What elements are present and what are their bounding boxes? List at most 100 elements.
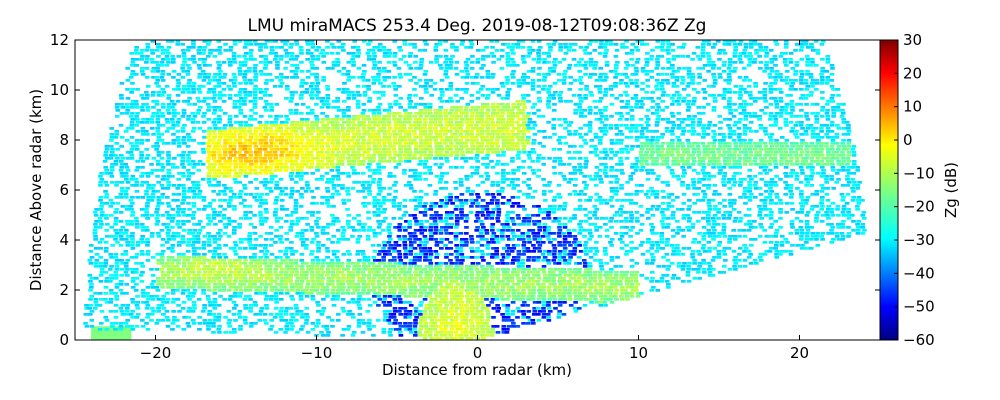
echo-cell	[669, 193, 675, 196]
echo-cell	[685, 226, 690, 229]
echo-cell	[200, 280, 206, 283]
echo-cell	[226, 223, 232, 226]
echo-cell	[326, 205, 332, 208]
echo-cell	[382, 208, 387, 211]
echo-cell	[263, 238, 269, 241]
echo-cell	[118, 289, 124, 292]
echo-cell	[429, 322, 434, 325]
echo-cell	[710, 226, 716, 229]
echo-cell	[501, 154, 506, 157]
echo-cell	[211, 265, 217, 268]
echo-cell	[532, 307, 538, 310]
echo-cell	[517, 223, 522, 226]
echo-cell	[819, 235, 824, 238]
echo-cell	[190, 217, 196, 220]
echo-cell	[814, 238, 819, 241]
echo-cell	[531, 289, 536, 292]
echo-cell	[320, 289, 325, 292]
echo-cell	[527, 151, 533, 154]
echo-cell	[387, 223, 392, 226]
echo-cell	[155, 169, 160, 172]
echo-cell	[393, 328, 399, 331]
echo-cell	[236, 271, 242, 274]
echo-cell	[655, 151, 660, 154]
echo-cell	[336, 238, 342, 241]
echo-cell	[279, 166, 285, 169]
echo-cell	[212, 184, 217, 187]
echo-cell	[665, 226, 670, 229]
echo-cell	[578, 226, 584, 229]
echo-cell	[702, 193, 708, 196]
echo-cell	[211, 322, 216, 325]
echo-cell	[346, 220, 351, 223]
echo-cell	[531, 205, 537, 208]
echo-cell	[552, 238, 557, 241]
echo-cell	[448, 217, 454, 220]
echo-cell	[361, 181, 367, 184]
echo-cell	[434, 301, 440, 304]
echo-cell	[728, 166, 734, 169]
echo-cell	[273, 268, 279, 271]
echo-cell	[582, 175, 587, 178]
echo-cell	[99, 310, 105, 313]
echo-cell	[427, 157, 433, 160]
echo-cell	[855, 184, 861, 187]
echo-cell	[716, 256, 722, 259]
echo-cell	[330, 283, 335, 286]
echo-cell	[218, 205, 223, 208]
echo-cell	[408, 247, 414, 250]
echo-cell	[716, 193, 722, 196]
echo-cell	[630, 226, 636, 229]
echo-cell	[417, 289, 422, 292]
echo-cell	[485, 175, 491, 178]
echo-cell	[553, 217, 558, 220]
echo-cell	[449, 262, 455, 265]
echo-cell	[645, 262, 650, 265]
echo-cell	[450, 304, 455, 307]
echo-cell	[710, 274, 716, 277]
echo-cell	[412, 328, 418, 331]
echo-cell	[525, 274, 531, 277]
echo-cell	[644, 157, 650, 160]
echo-cell	[113, 238, 118, 241]
echo-cell	[536, 313, 541, 316]
echo-cell	[166, 181, 171, 184]
echo-cell	[500, 262, 505, 265]
echo-cell	[227, 259, 233, 262]
echo-cell	[490, 298, 496, 301]
echo-cell	[208, 184, 213, 187]
echo-cell	[584, 184, 589, 187]
echo-cell	[218, 259, 223, 262]
echo-cell	[835, 205, 841, 208]
echo-cell	[289, 166, 295, 169]
echo-cell	[526, 220, 532, 223]
echo-cell	[670, 229, 676, 232]
echo-cell	[496, 280, 502, 283]
echo-cell	[715, 223, 721, 226]
echo-cell	[262, 184, 268, 187]
echo-cell	[465, 190, 471, 193]
echo-cell	[455, 253, 461, 256]
echo-cell	[469, 328, 475, 331]
echo-cell	[352, 229, 357, 232]
echo-cell	[624, 199, 630, 202]
echo-cell	[93, 235, 98, 238]
echo-cell	[232, 295, 238, 298]
echo-cell	[768, 181, 773, 184]
echo-cell	[737, 247, 743, 250]
echo-cell	[181, 277, 187, 280]
echo-cell	[257, 313, 263, 316]
echo-cell	[443, 154, 448, 157]
echo-cell	[171, 193, 177, 196]
echo-cell	[212, 307, 218, 310]
echo-cell	[191, 247, 197, 250]
echo-cell	[243, 217, 249, 220]
echo-cell	[594, 193, 599, 196]
echo-cell	[361, 289, 366, 292]
echo-cell	[562, 244, 567, 247]
echo-cell	[814, 190, 820, 193]
echo-cell	[427, 280, 433, 283]
echo-cell	[602, 247, 608, 250]
echo-cell	[511, 187, 517, 190]
echo-cell	[479, 238, 485, 241]
